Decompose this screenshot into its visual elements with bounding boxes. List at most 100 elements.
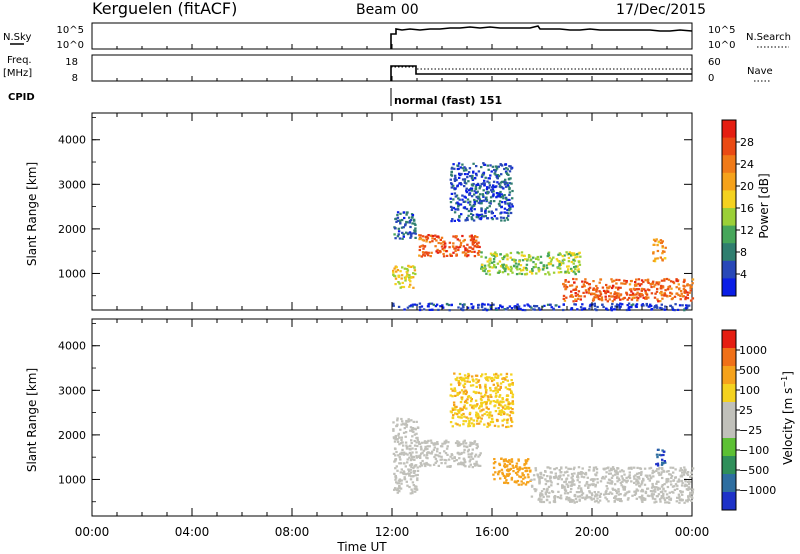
range-gate-cell <box>631 294 634 297</box>
range-gate-cell <box>395 270 398 273</box>
range-gate-cell <box>494 307 498 310</box>
range-gate-cell <box>658 453 661 456</box>
range-gate-cell <box>638 292 641 295</box>
range-gate-cell <box>646 278 650 281</box>
range-gate-cell <box>545 480 548 483</box>
range-gate-cell <box>610 309 613 312</box>
range-gate-cell <box>644 474 648 477</box>
range-gate-cell <box>684 470 687 473</box>
range-gate-cell <box>413 439 416 443</box>
range-gate-cell <box>467 423 470 426</box>
range-gate-cell <box>467 171 471 174</box>
range-gate-cell <box>651 472 654 475</box>
range-gate-cell <box>413 433 417 436</box>
range-gate-cell <box>455 378 458 382</box>
range-gate-cell <box>487 303 490 306</box>
range-gate-cell <box>626 491 629 494</box>
range-gate-cell <box>495 386 498 389</box>
range-gate-cell <box>469 239 473 242</box>
range-gate-cell <box>453 219 456 222</box>
range-gate-cell <box>480 214 484 217</box>
range-gate-cell <box>505 460 508 463</box>
range-gate-cell <box>477 303 480 306</box>
range-gate-cell <box>515 266 518 270</box>
range-gate-cell <box>410 464 413 467</box>
range-gate-cell <box>533 478 536 481</box>
range-gate-cell <box>676 496 679 499</box>
range-gate-cell <box>503 183 507 186</box>
range-gate-cell <box>665 479 669 482</box>
range-gate-cell <box>495 217 498 220</box>
range-gate-cell <box>650 285 653 289</box>
range-gate-cell <box>398 443 401 446</box>
range-gate-cell <box>448 241 452 244</box>
range-gate-cell <box>584 289 588 292</box>
range-gate-cell <box>492 383 495 386</box>
range-gate-cell <box>412 455 416 458</box>
y-tick-label: 4000 <box>58 134 86 147</box>
range-gate-cell <box>659 292 662 295</box>
range-gate-cell <box>689 475 692 478</box>
range-gate-cell <box>398 237 402 240</box>
range-gate-cell <box>553 476 556 480</box>
range-gate-cell <box>684 298 687 301</box>
range-gate-cell <box>411 435 414 438</box>
range-gate-cell <box>567 474 570 477</box>
scatter-region <box>492 457 532 486</box>
range-gate-cell <box>471 174 474 177</box>
range-gate-cell <box>421 235 425 238</box>
range-gate-cell <box>677 293 680 297</box>
range-gate-cell <box>427 451 430 454</box>
range-gate-cell <box>419 461 422 465</box>
range-gate-cell <box>491 188 495 191</box>
range-gate-cell <box>470 406 474 409</box>
colorbar-swatch <box>722 260 736 279</box>
range-gate-cell <box>488 273 492 276</box>
range-gate-cell <box>493 458 496 461</box>
range-gate-cell <box>486 425 489 428</box>
range-gate-cell <box>499 181 503 184</box>
range-gate-cell <box>504 458 507 461</box>
range-gate-cell <box>409 426 413 429</box>
range-gate-cell <box>565 477 569 480</box>
range-gate-cell <box>398 456 401 459</box>
range-gate-cell <box>472 380 475 383</box>
range-gate-cell <box>476 245 479 249</box>
range-gate-cell <box>418 245 422 248</box>
range-gate-cell <box>612 468 615 471</box>
range-gate-cell <box>681 304 684 307</box>
range-gate-cell <box>485 406 488 409</box>
range-gate-cell <box>494 389 497 392</box>
range-gate-cell <box>652 259 656 262</box>
range-gate-cell <box>457 208 460 211</box>
range-gate-cell <box>397 454 400 457</box>
range-gate-cell <box>503 418 506 421</box>
range-gate-cell <box>640 497 643 500</box>
range-gate-cell <box>439 305 442 308</box>
range-gate-cell <box>645 304 649 307</box>
range-gate-cell <box>411 265 415 268</box>
range-gate-cell <box>502 458 506 461</box>
range-gate-cell <box>643 498 647 501</box>
nsky-label: N.Sky <box>3 32 31 43</box>
range-gate-cell <box>683 279 686 282</box>
velocity-y-axis-label: Slant Range [km] <box>25 368 39 472</box>
range-gate-cell <box>554 475 558 478</box>
range-gate-cell <box>422 247 425 250</box>
range-gate-cell <box>506 258 509 261</box>
range-gate-cell <box>595 284 598 288</box>
range-gate-cell <box>587 483 590 486</box>
range-gate-cell <box>521 467 524 470</box>
range-gate-cell <box>450 453 453 456</box>
range-gate-cell <box>420 452 423 455</box>
range-gate-cell <box>607 500 610 503</box>
range-gate-cell <box>420 305 424 308</box>
range-gate-cell <box>621 485 625 488</box>
range-gate-cell <box>542 500 546 504</box>
range-gate-cell <box>539 255 543 258</box>
range-gate-cell <box>491 186 494 189</box>
range-gate-cell <box>508 191 512 194</box>
range-gate-cell <box>493 424 497 427</box>
range-gate-cell <box>501 397 504 400</box>
